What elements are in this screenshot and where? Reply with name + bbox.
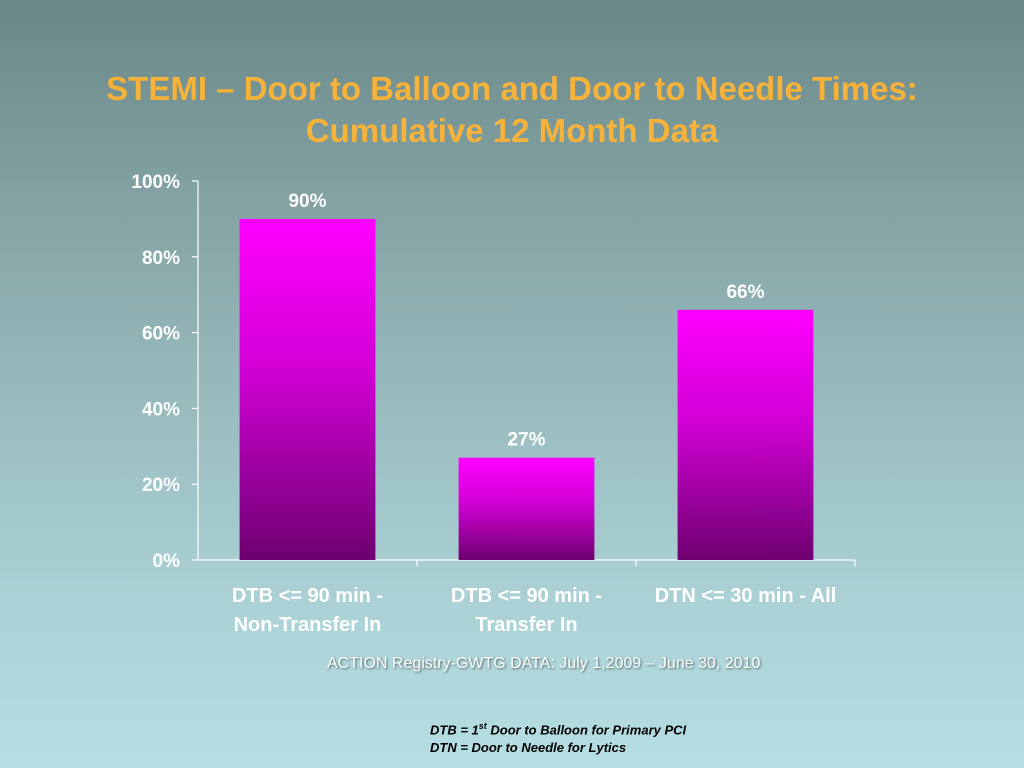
note-dtb-post: Door to Balloon for Primary PCI [486,722,687,738]
bar [239,218,376,560]
note-dtn: DTN = Door to Needle for Lytics [430,740,627,756]
x-category-label: DTB <= 90 min - [232,585,383,607]
y-tick-label: 100% [131,172,180,193]
abbreviation-notes: DTB = 1st Door to Balloon for Primary PC… [430,717,686,757]
bar [677,309,814,560]
data-label: 27% [507,430,545,451]
x-category-label: Non-Transfer In [234,614,382,636]
note-dtb-sup: st [478,721,487,731]
y-tick-label: 0% [153,551,181,572]
chart-title-line-2: Cumulative 12 Month Data [305,112,719,149]
x-category-label: Transfer In [475,614,577,636]
bar [458,457,595,560]
chart-title: STEMI – Door to Balloon and Door to Need… [0,68,1024,152]
data-source-note: ACTION Registry-GWTG DATA: July 1,2009 –… [327,655,761,672]
note-dtb: DTB = 1st Door to Balloon for Primary PC… [430,717,686,739]
y-tick-label: 20% [142,475,180,496]
note-dtb-pre: DTB = 1 [430,722,479,738]
data-label: 66% [726,282,764,303]
y-tick-label: 40% [142,399,180,420]
y-tick-label: 60% [142,324,180,345]
data-label: 90% [288,191,326,212]
y-tick-label: 80% [142,248,180,269]
x-category-label: DTN <= 30 min - All [655,585,837,607]
chart-title-line-1: STEMI – Door to Balloon and Door to Need… [106,70,918,107]
x-category-label: DTB <= 90 min - [451,585,602,607]
